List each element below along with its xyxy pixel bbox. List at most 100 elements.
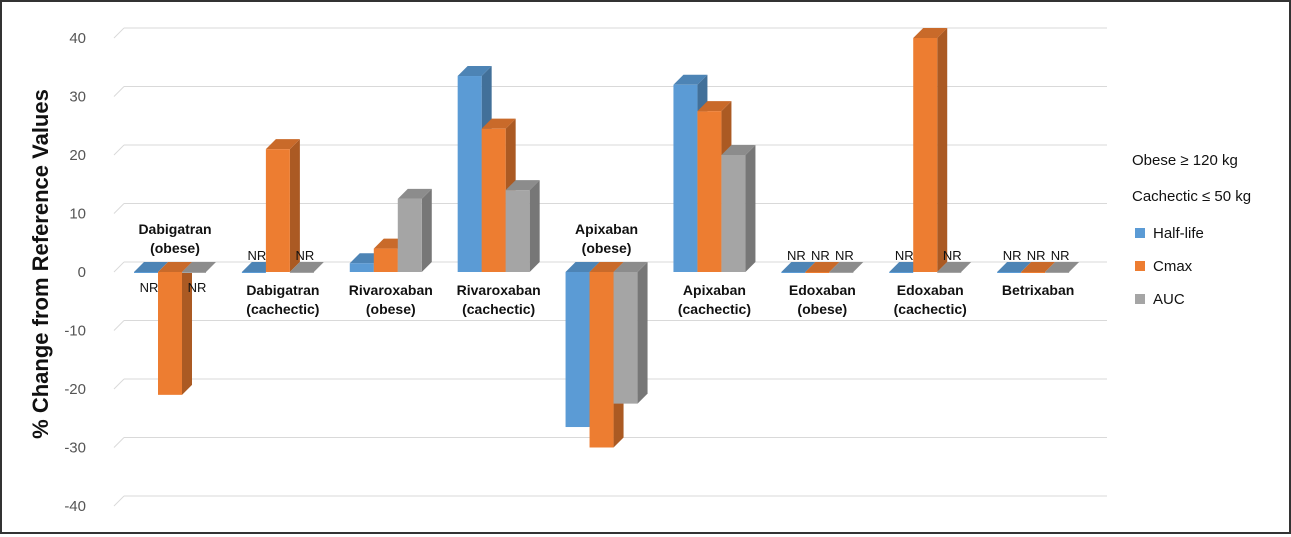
bar-half-life (673, 84, 698, 272)
category-label-sub: (cachectic) (462, 301, 535, 317)
bar-cmax (1021, 272, 1046, 273)
bar-top (182, 262, 216, 272)
bar-side (421, 188, 432, 272)
bar-auc (721, 155, 746, 272)
labels: Dabigatran (obese) Dabigatran (cachectic) Ri… (138, 221, 1074, 317)
category-label-sub: (obese) (150, 240, 200, 256)
nr-label: NR (295, 248, 314, 263)
bar-cmax (373, 248, 398, 272)
nr-label: NR (895, 248, 914, 263)
nr-label: NR (943, 248, 962, 263)
bar-top (781, 262, 816, 272)
bar-top (997, 262, 1032, 272)
gridline-depth (113, 320, 125, 331)
category-label: Dabigatran (246, 282, 319, 298)
bar-auc (829, 272, 854, 273)
gridline-depth (113, 378, 125, 390)
y-axis: 40 30 20 10 0 -10 -20 -30 -40 (64, 30, 86, 515)
bar-top (697, 101, 732, 112)
bar-top (913, 28, 948, 38)
legend-label: Cmax (1153, 258, 1193, 275)
bar-top (397, 188, 432, 199)
bar-cmax (481, 128, 506, 272)
category-label-sub: (obese) (366, 301, 416, 317)
category-label-sub: (obese) (797, 301, 847, 317)
bar-half-life (889, 272, 914, 273)
bar-cmax (805, 272, 830, 273)
bar-auc (397, 198, 422, 272)
bar-top (829, 262, 864, 272)
bar-top (158, 262, 192, 272)
bar-half-life (134, 272, 158, 273)
bar-top (613, 262, 648, 272)
bar-half-life (457, 76, 482, 273)
nr-label: NR (835, 248, 854, 263)
bar-top (265, 139, 300, 150)
bar-auc (289, 272, 314, 273)
legend-label: Half-life (1153, 225, 1204, 242)
bar-top (289, 262, 324, 272)
bar-top (481, 118, 516, 129)
category-label-sub: (cachectic) (678, 301, 751, 317)
bar-top (589, 262, 624, 272)
legend-swatch (1135, 294, 1145, 304)
annotation-obese: Obese ≥ 120 kg (1132, 152, 1238, 169)
nr-label: NR (247, 248, 266, 263)
gridline-depth (113, 86, 125, 97)
bar-cmax (589, 272, 614, 448)
bar-top (1045, 262, 1080, 272)
bar-top (805, 262, 840, 272)
bar-half-life (565, 272, 590, 428)
nr-label: NR (140, 280, 159, 295)
gridline-depth (113, 437, 125, 448)
legend-swatch (1135, 261, 1145, 271)
gridline-depth (113, 27, 125, 39)
bar-cmax (265, 149, 290, 272)
bar-half-life (349, 263, 374, 272)
category-label: Apixaban (683, 282, 746, 298)
legend-swatch (1135, 228, 1145, 238)
legend-label: AUC (1153, 291, 1185, 308)
bars (134, 28, 1080, 448)
annotation-cachectic: Cachectic ≤ 50 kg (1132, 188, 1251, 205)
bar-side (745, 145, 756, 272)
bar-auc (1045, 272, 1070, 273)
bar-auc (182, 272, 206, 273)
category-label: Betrixaban (1002, 282, 1074, 298)
gridline-depth (113, 203, 125, 214)
category-label: Dabigatran (138, 221, 211, 237)
bar-half-life (781, 272, 806, 273)
bar-top (134, 262, 168, 272)
y-tick-label: 30 (69, 89, 86, 106)
y-axis-title: % Change from Reference Values (28, 89, 53, 439)
category-label: Apixaban (575, 221, 638, 237)
y-tick-label: 20 (69, 147, 86, 164)
bar-side (289, 139, 300, 272)
bar-top (721, 145, 756, 155)
y-tick-label: 40 (69, 30, 86, 47)
bar-auc (613, 272, 638, 404)
bar-side (182, 262, 192, 395)
bar-top (457, 66, 492, 77)
bar-top (937, 262, 972, 272)
y-tick-label: 0 (78, 264, 86, 281)
legend: Half-life Cmax AUC (1135, 225, 1204, 308)
category-label-sub: (cachectic) (894, 301, 967, 317)
bar-top (673, 74, 708, 85)
y-tick-label: -30 (64, 440, 86, 457)
bar-auc (937, 272, 962, 273)
y-tick-label: 10 (69, 206, 86, 223)
category-label: Edoxaban (897, 282, 964, 298)
nr-label: NR (811, 248, 830, 263)
y-tick-label: -40 (64, 498, 86, 515)
y-tick-label: -10 (64, 323, 86, 340)
category-label: Rivaroxaban (349, 282, 433, 298)
nr-label: NR (1051, 248, 1070, 263)
bar-side (937, 28, 948, 272)
bar-side (637, 262, 648, 404)
nr-label: NR (787, 248, 806, 263)
bar-cmax (913, 38, 938, 272)
gridline-depth (113, 144, 125, 156)
y-tick-label: -20 (64, 381, 86, 398)
